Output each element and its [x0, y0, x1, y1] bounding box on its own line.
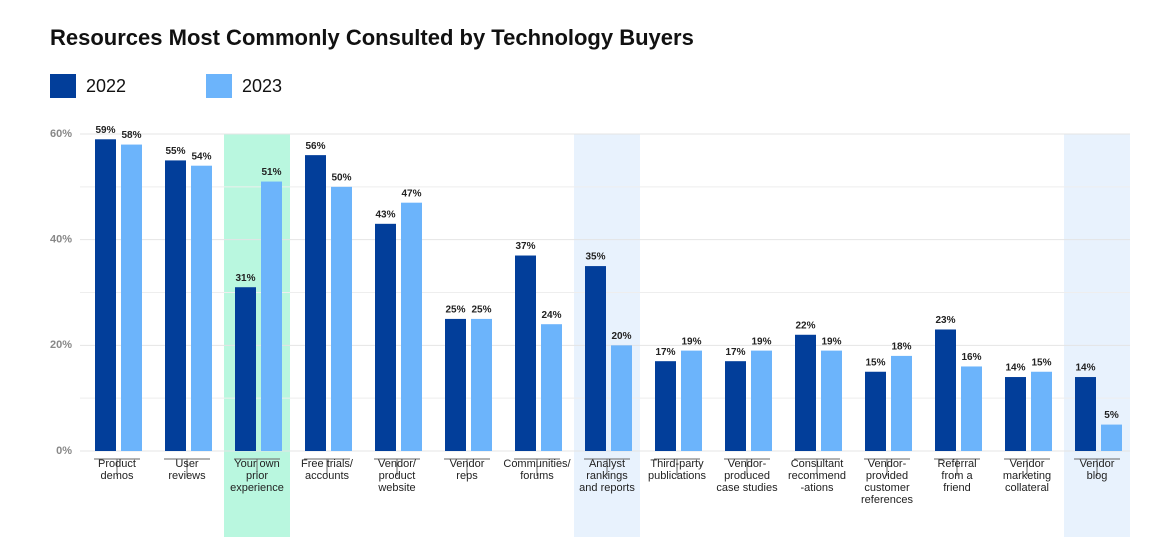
bar [795, 334, 816, 451]
bar [821, 350, 842, 451]
bar [121, 144, 142, 452]
bar [261, 181, 282, 452]
value-label: 15% [1031, 357, 1051, 368]
bar [891, 355, 912, 451]
value-label: 56% [305, 141, 325, 152]
bar [611, 345, 632, 451]
value-label: 31% [235, 273, 255, 284]
value-label: 23% [935, 315, 955, 326]
y-tick-label: 0% [56, 445, 72, 457]
x-tick-label: Free trials/accounts [301, 458, 354, 482]
value-label: 19% [751, 336, 771, 347]
bar [401, 202, 422, 451]
value-label: 54% [191, 151, 211, 162]
bar [515, 255, 536, 451]
bar [305, 155, 326, 451]
legend-swatch [50, 74, 76, 98]
bar [1075, 377, 1096, 451]
y-tick-label: 60% [50, 128, 72, 140]
value-label: 15% [865, 357, 885, 368]
x-tick-label: Analyst rankings and reports [579, 458, 635, 494]
bar [191, 165, 212, 451]
value-label: 35% [585, 252, 605, 263]
value-label: 58% [121, 130, 141, 141]
chart-title: Resources Most Commonly Consulted by Tec… [50, 25, 694, 50]
bar [865, 371, 886, 451]
value-label: 24% [541, 310, 561, 321]
y-tick-label: 20% [50, 339, 72, 351]
bar [165, 160, 186, 451]
value-label: 22% [795, 320, 815, 331]
bar [541, 324, 562, 451]
bar [751, 350, 772, 451]
value-label: 19% [821, 336, 841, 347]
value-label: 14% [1075, 363, 1095, 374]
value-label: 25% [471, 305, 491, 316]
value-label: 25% [445, 305, 465, 316]
value-label: 17% [655, 347, 675, 358]
x-tick-label: Referral from a friend [937, 458, 976, 494]
legend-label: 2022 [86, 76, 126, 96]
value-label: 47% [401, 188, 421, 199]
bar [375, 223, 396, 451]
bar [1031, 371, 1052, 451]
x-tick-label: User reviews [168, 458, 206, 482]
y-tick-label: 40% [50, 234, 72, 246]
x-tick-label: Vendor/product website [377, 458, 417, 494]
bar [95, 139, 116, 452]
bar [961, 366, 982, 451]
bar [331, 186, 352, 452]
bar [1005, 377, 1026, 451]
x-tick-label: Consultant recommend -ations [788, 458, 846, 494]
bar [235, 287, 256, 451]
value-label: 17% [725, 347, 745, 358]
bar [655, 361, 676, 451]
x-tick-label: Product demos [98, 458, 136, 482]
value-label: 37% [515, 241, 535, 252]
value-label: 20% [611, 331, 631, 342]
value-label: 14% [1005, 363, 1025, 374]
value-label: 59% [95, 125, 115, 136]
bar [585, 266, 606, 451]
value-label: 43% [375, 209, 395, 220]
x-tick-label: Your own prior experience [230, 458, 284, 494]
value-label: 50% [331, 172, 351, 183]
bar [445, 318, 466, 451]
bar [725, 361, 746, 451]
bar [935, 329, 956, 451]
x-tick-label: Communities/forums [503, 458, 571, 482]
x-tick-label: Vendor marketing collateral [1003, 458, 1051, 494]
bar [471, 318, 492, 451]
x-tick-label: Vendor-provided customer references [861, 458, 913, 506]
bar [681, 350, 702, 451]
bar [1101, 424, 1122, 451]
legend-label: 2023 [242, 76, 282, 96]
x-tick-label: Third-party publications [648, 458, 707, 482]
value-label: 55% [165, 146, 185, 157]
x-tick-label: Vendor blog [1080, 458, 1115, 482]
x-tick-label: Vendor reps [450, 458, 485, 482]
value-label: 16% [961, 352, 981, 363]
legend-swatch [206, 74, 232, 98]
x-tick-label: Vendor-produced case studies [716, 458, 778, 494]
value-label: 5% [1104, 410, 1119, 421]
value-label: 19% [681, 336, 701, 347]
value-label: 51% [261, 167, 281, 178]
value-label: 18% [891, 342, 911, 353]
